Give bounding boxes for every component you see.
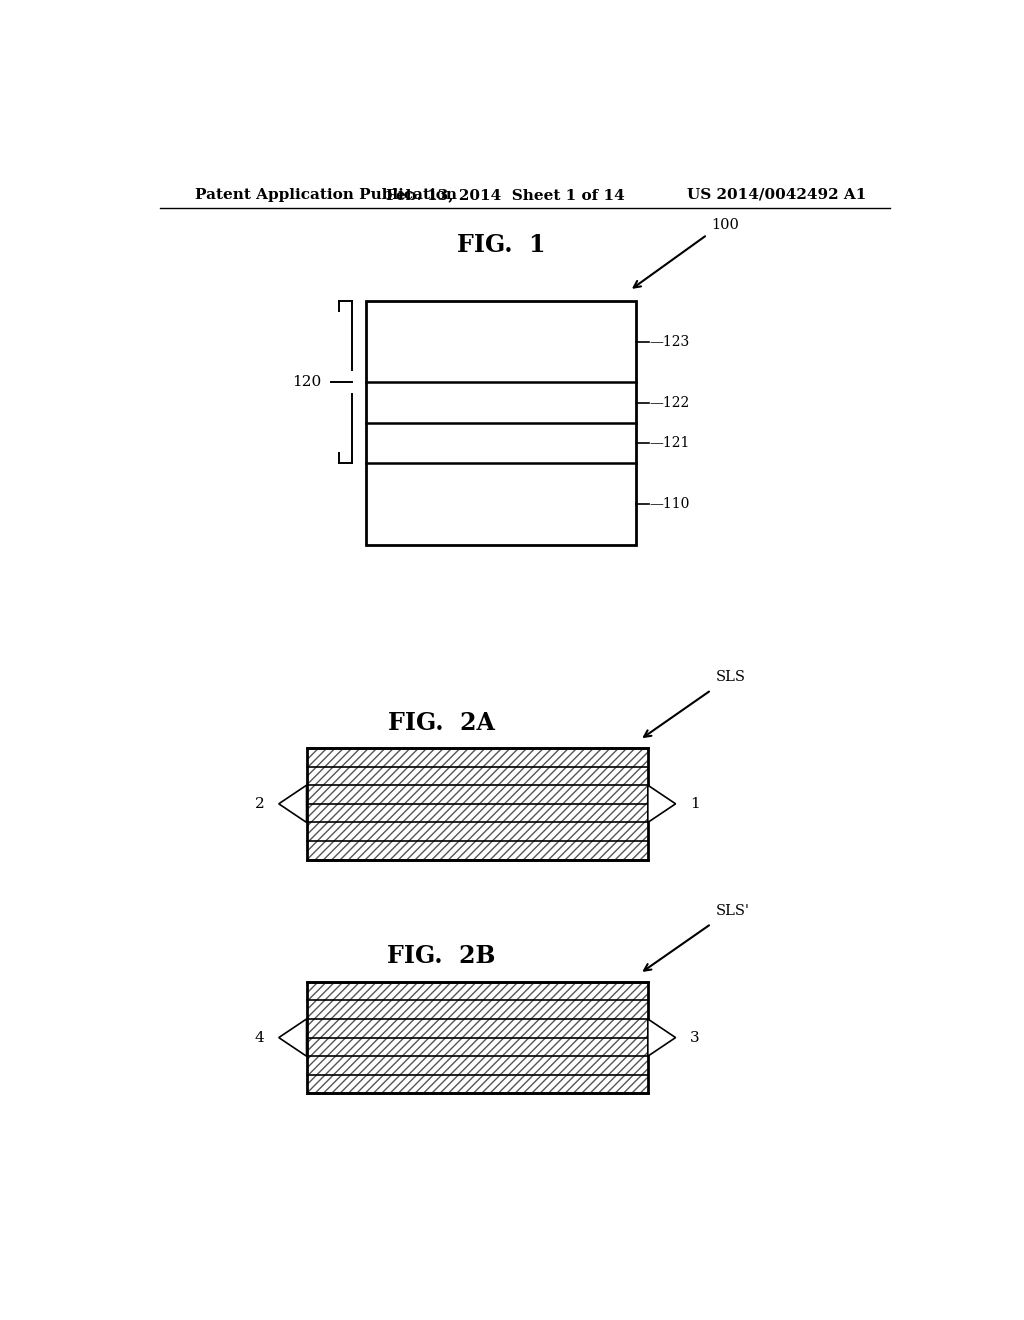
Bar xyxy=(306,1038,648,1056)
Bar xyxy=(306,1074,648,1093)
Text: US 2014/0042492 A1: US 2014/0042492 A1 xyxy=(687,187,866,202)
Text: FIG.  1: FIG. 1 xyxy=(457,232,545,257)
Text: —123: —123 xyxy=(649,334,689,348)
Bar xyxy=(367,301,636,545)
Bar xyxy=(306,1019,648,1038)
Text: 4: 4 xyxy=(255,1031,264,1044)
Bar xyxy=(306,748,648,859)
Bar xyxy=(306,1056,648,1074)
Text: FIG.  2A: FIG. 2A xyxy=(388,710,495,734)
Text: Patent Application Publication: Patent Application Publication xyxy=(196,187,458,202)
Text: Feb. 13, 2014  Sheet 1 of 14: Feb. 13, 2014 Sheet 1 of 14 xyxy=(386,187,625,202)
Bar xyxy=(306,1001,648,1019)
Polygon shape xyxy=(279,1019,306,1056)
Bar xyxy=(306,822,648,841)
Text: 2: 2 xyxy=(255,797,264,810)
Bar xyxy=(306,982,648,1001)
Text: —110: —110 xyxy=(649,496,690,511)
Text: 3: 3 xyxy=(690,1031,699,1044)
Bar xyxy=(306,767,648,785)
Polygon shape xyxy=(648,1019,676,1056)
Text: FIG.  2B: FIG. 2B xyxy=(387,944,496,969)
Text: —121: —121 xyxy=(649,436,690,450)
Text: 100: 100 xyxy=(712,218,739,231)
Polygon shape xyxy=(279,785,306,822)
Text: SLS: SLS xyxy=(715,669,745,684)
Bar xyxy=(306,804,648,822)
Text: 120: 120 xyxy=(293,375,322,389)
Text: —122: —122 xyxy=(649,396,689,409)
Bar xyxy=(306,841,648,859)
Polygon shape xyxy=(648,785,676,822)
Text: 1: 1 xyxy=(690,797,699,810)
Bar xyxy=(306,785,648,804)
Text: SLS': SLS' xyxy=(715,904,750,917)
Bar xyxy=(306,982,648,1093)
Bar xyxy=(306,748,648,767)
